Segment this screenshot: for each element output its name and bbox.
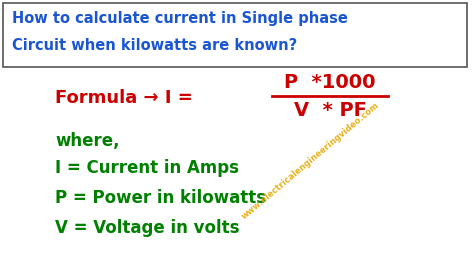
FancyBboxPatch shape — [3, 3, 467, 67]
Text: www.electricalengineeringvideo.com: www.electricalengineeringvideo.com — [239, 101, 381, 221]
Text: Formula → I =: Formula → I = — [55, 89, 199, 107]
Text: Circuit when kilowatts are known?: Circuit when kilowatts are known? — [12, 39, 297, 53]
Text: V = Voltage in volts: V = Voltage in volts — [55, 219, 239, 237]
Text: P  *1000: P *1000 — [284, 73, 376, 93]
Text: How to calculate current in Single phase: How to calculate current in Single phase — [12, 11, 348, 27]
Text: V  * PF: V * PF — [293, 102, 366, 120]
Text: where,: where, — [55, 132, 119, 150]
Text: I = Current in Amps: I = Current in Amps — [55, 159, 239, 177]
Text: P = Power in kilowatts: P = Power in kilowatts — [55, 189, 266, 207]
